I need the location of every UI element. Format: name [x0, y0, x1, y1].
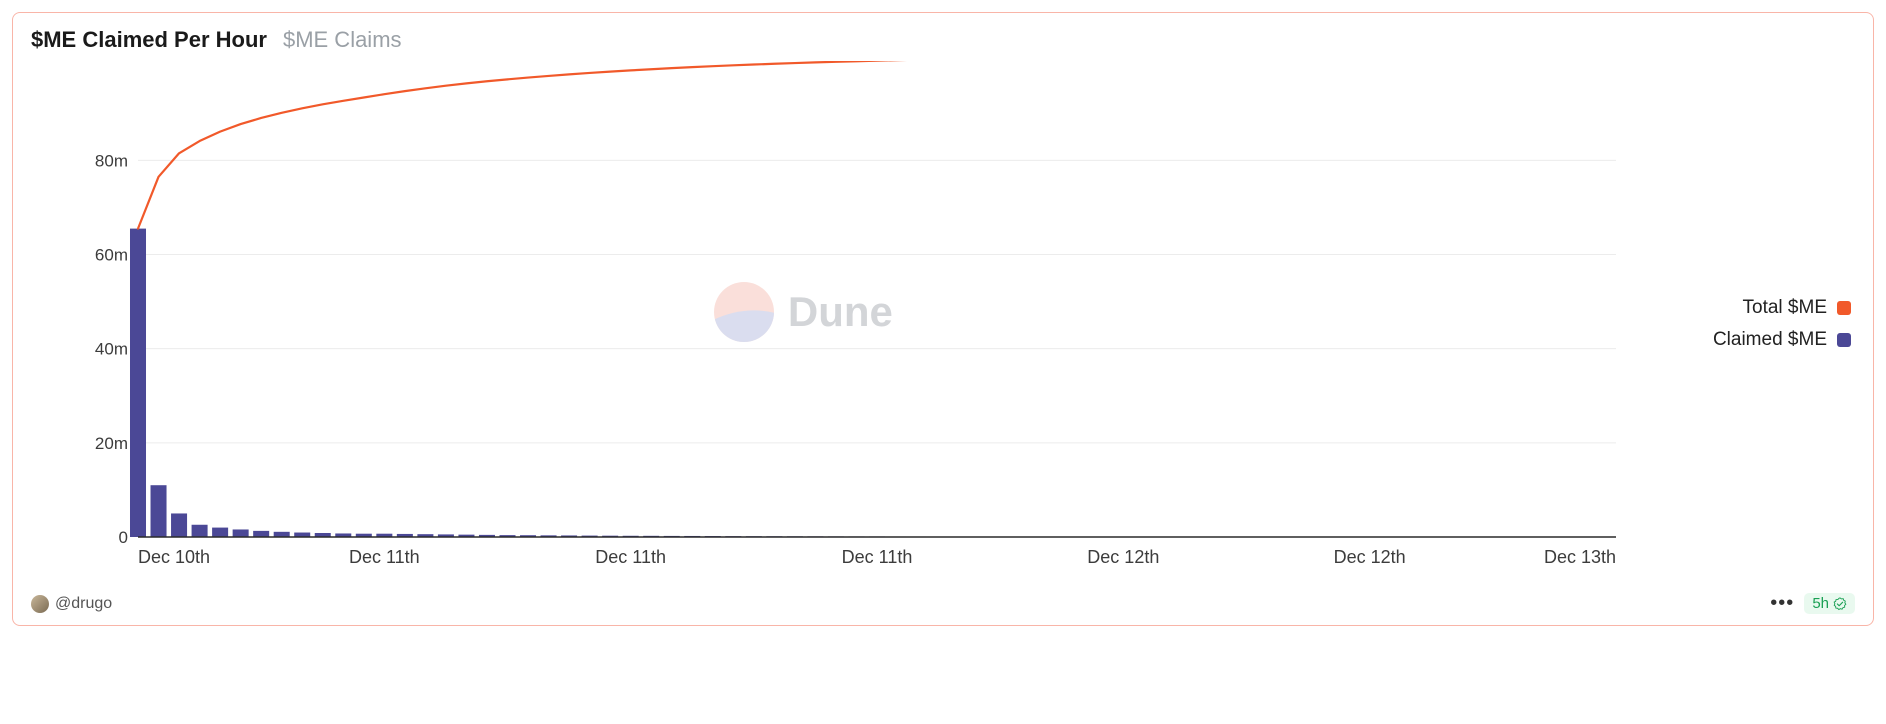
verified-icon — [1833, 597, 1847, 611]
author-handle: @drugo — [55, 595, 112, 613]
legend-item[interactable]: Total $ME — [1675, 297, 1851, 319]
chart-body: 0 20m 40m 60m 80m Dec 10th Dec 11th Dec 11th Dec… — [31, 61, 1855, 586]
footer-actions: ••• 5h — [1770, 592, 1855, 615]
chart-svg: 0 20m 40m 60m 80m Dec 10th Dec 11th Dec 11th Dec… — [31, 61, 1657, 581]
plot-area[interactable]: 0 20m 40m 60m 80m Dec 10th Dec 11th Dec 11th Dec… — [31, 61, 1657, 586]
legend-item[interactable]: Claimed $ME — [1675, 329, 1851, 351]
chart-title: $ME Claimed Per Hour — [31, 27, 267, 53]
y-tick-label: 80m — [95, 151, 128, 170]
bar — [253, 531, 269, 537]
legend-label: Claimed $ME — [1713, 329, 1827, 351]
x-tick-label: Dec 11th — [842, 547, 913, 567]
chart-footer: @drugo ••• 5h — [31, 592, 1855, 615]
bar — [212, 528, 228, 537]
author-avatar — [31, 595, 49, 613]
chart-card: $ME Claimed Per Hour $ME Claims 0 20m 40m 6… — [12, 12, 1874, 626]
chart-subtitle: $ME Claims — [283, 27, 402, 53]
x-tick-label: Dec 11th — [595, 547, 666, 567]
author-link[interactable]: @drugo — [31, 595, 112, 613]
legend-label: Total $ME — [1743, 297, 1827, 319]
y-tick-label: 60m — [95, 246, 128, 265]
refresh-time-badge[interactable]: 5h — [1804, 593, 1855, 614]
x-tick-label: Dec 12th — [1334, 547, 1406, 567]
bar — [130, 229, 146, 537]
bar — [192, 525, 208, 537]
more-menu-icon[interactable]: ••• — [1770, 592, 1794, 615]
legend-swatch — [1837, 333, 1851, 347]
legend: Total $ME Claimed $ME — [1675, 61, 1855, 586]
bar — [151, 485, 167, 537]
x-tick-label: Dec 10th — [138, 547, 210, 567]
legend-swatch — [1837, 301, 1851, 315]
bar — [274, 532, 290, 537]
x-tick-label: Dec 12th — [1087, 547, 1159, 567]
y-tick-label: 40m — [95, 340, 128, 359]
refresh-time-text: 5h — [1812, 595, 1829, 612]
y-tick-label: 0 — [119, 528, 128, 547]
cumulative-line — [138, 61, 1616, 229]
bar — [171, 513, 187, 537]
x-tick-label: Dec 11th — [349, 547, 420, 567]
x-tick-label: Dec 13th — [1544, 547, 1616, 567]
chart-header: $ME Claimed Per Hour $ME Claims — [31, 27, 1855, 53]
y-tick-label: 20m — [95, 434, 128, 453]
bar — [233, 529, 249, 537]
